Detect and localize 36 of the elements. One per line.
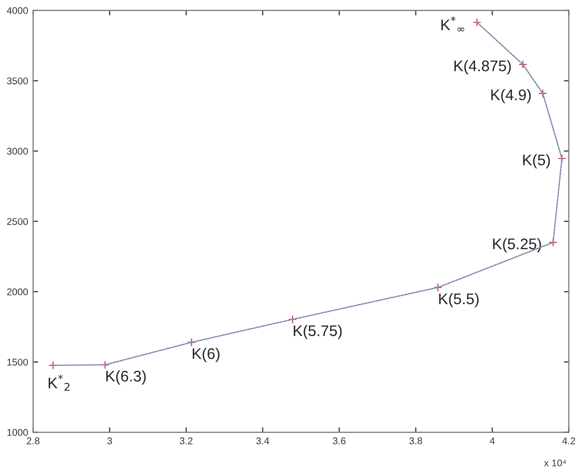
annotation: K$^{*}$$_{∞}$ <box>441 16 464 32</box>
y-tick-label: 3500 <box>7 77 28 84</box>
point <box>548 238 558 247</box>
y-tick-label: 4000 <box>6 7 28 14</box>
point <box>100 360 110 370</box>
y-tick-label: 2000 <box>7 288 28 296</box>
annotation: K(6.3) <box>106 370 146 385</box>
y-tick-label: 1000 <box>7 429 28 436</box>
annotation: K(5.25) <box>493 238 542 252</box>
point <box>558 154 566 163</box>
y-tick-label: 1500 <box>7 358 28 366</box>
x-tick-label: 3.4 <box>256 437 270 444</box>
x-tick-label: 3.8 <box>409 437 422 444</box>
point <box>288 315 297 324</box>
point <box>472 18 482 27</box>
annotation: K(5) <box>523 154 550 168</box>
annotation: K(5.5) <box>439 293 479 308</box>
annotation: K(6) <box>192 348 220 362</box>
y-tick-label: 3000 <box>7 148 28 155</box>
annotation: K(5.75) <box>294 324 342 340</box>
x-tick-label: 3.2 <box>180 437 192 444</box>
y-tick-label: 2500 <box>7 218 28 225</box>
point <box>538 89 548 98</box>
annotation: K$^{*}$$_{2}$ <box>48 374 70 391</box>
annotation: K(4.9) <box>491 89 531 104</box>
x-tick-label: 4 <box>490 438 495 444</box>
point <box>518 60 528 69</box>
x-tick-label: 2.8 <box>26 437 40 444</box>
x-tick-label: 3 <box>107 437 112 444</box>
point <box>187 338 196 347</box>
annotation: K(4.875) <box>454 60 511 74</box>
x-tick-label: 3.6 <box>332 437 346 444</box>
x-tick-label: 4.2 <box>562 437 576 444</box>
point <box>434 283 442 292</box>
text: x 10⁴ <box>544 460 566 466</box>
point <box>48 360 58 370</box>
